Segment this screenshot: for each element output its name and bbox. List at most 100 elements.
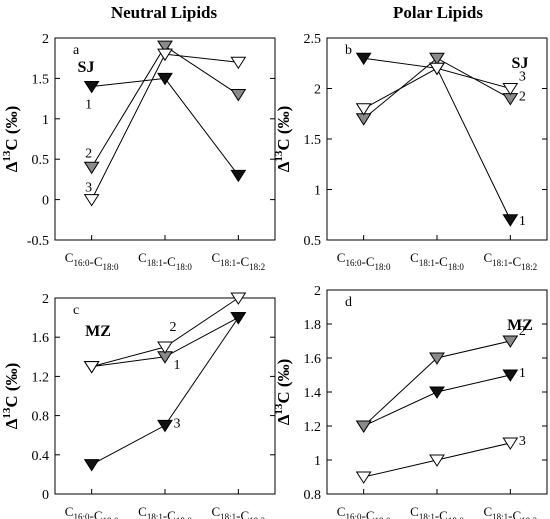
data-point	[230, 169, 247, 183]
data-point	[502, 437, 519, 450]
y-tick-label: 1.8	[304, 318, 322, 333]
y-tick-label: 1.5	[32, 72, 50, 87]
data-point	[230, 56, 247, 70]
data-point	[157, 40, 173, 54]
site-label: MZ	[507, 317, 533, 334]
data-point	[502, 214, 519, 227]
y-tick-label: 2.5	[304, 32, 322, 47]
y-tick-label: 0	[42, 194, 49, 209]
x-tick-label: C18:1-C18:0	[138, 250, 192, 272]
site-label: SJ	[512, 55, 529, 72]
x-tick-label: C18:1-C18:2	[211, 250, 265, 272]
panel-c: 0 0.4 0.8 1.2 1.6 2 C16:0-C18:0 C18:1-C18:0 C18:…	[1, 292, 276, 519]
y-tick-label: 0.8	[32, 410, 50, 425]
series-3: 3	[83, 312, 247, 472]
series-label: 3	[519, 434, 526, 449]
y-tick-label: 1	[314, 454, 321, 469]
y-tick-label: 1.2	[32, 370, 50, 385]
y-tick-label: 0.5	[304, 234, 322, 249]
series-3: 3	[355, 62, 526, 116]
series-1: 1	[355, 52, 526, 229]
data-point	[83, 361, 100, 374]
series-2: 2	[83, 40, 247, 175]
y-axis-label: Δ13C (‰)	[273, 359, 293, 426]
y-tick-label: 2	[314, 284, 321, 299]
data-point	[355, 471, 372, 484]
y-tick-label: 1	[42, 113, 49, 128]
data-point	[83, 459, 100, 472]
site-label: SJ	[78, 59, 95, 76]
y-tick-label: 0.8	[304, 488, 322, 503]
y-tick-label: 1.4	[304, 386, 322, 401]
data-point	[83, 161, 100, 175]
y-tick-label: 0.4	[32, 449, 50, 464]
series-label: 1	[85, 97, 92, 112]
y-tick-label: 2	[314, 83, 321, 98]
series-label: 3	[519, 70, 526, 85]
panel-letter: d	[345, 295, 352, 310]
series-label: 1	[519, 366, 526, 381]
data-point	[429, 454, 445, 467]
series-1: 1	[83, 72, 247, 183]
x-tick-label: C16:0-C18:0	[65, 250, 119, 272]
x-tick-label: C18:1-C18:0	[410, 504, 464, 519]
data-point	[230, 89, 247, 102]
y-tick-label: 2	[42, 32, 49, 47]
data-point	[502, 335, 519, 348]
panel-d: 0.8 1 1.2 1.4 1.6 1.8 2 C16:0-C18:0 C18:1-C18:0 C…	[273, 284, 548, 519]
series-label: 2	[170, 320, 177, 335]
y-tick-label: 1.6	[304, 352, 322, 367]
y-axis-label: Δ13C (‰)	[1, 106, 21, 173]
panel-letter: c	[73, 303, 79, 318]
y-tick-label: 0.5	[32, 153, 50, 168]
x-tick-label: C16:0-C18:0	[65, 504, 119, 519]
data-point	[83, 194, 100, 207]
data-point	[157, 48, 173, 62]
series-line	[91, 77, 239, 176]
y-tick-label: 1	[314, 184, 321, 199]
series-3: 3	[83, 48, 247, 207]
data-point	[429, 386, 445, 399]
y-tick-label: 1.6	[32, 331, 50, 346]
data-point	[83, 80, 100, 94]
data-point	[157, 72, 173, 86]
series-label: 2	[519, 324, 526, 339]
series-label: 2	[85, 146, 92, 161]
data-point	[355, 52, 372, 66]
x-tick-label: C18:1-C18:0	[410, 250, 464, 272]
panel-letter: a	[73, 43, 80, 58]
data-point	[355, 103, 372, 116]
data-point	[355, 420, 372, 433]
data-point	[429, 52, 445, 66]
y-axis-label: Δ13C (‰)	[1, 363, 21, 430]
series-line	[91, 317, 239, 466]
panel-a: -0.5 0 0.5 1 1.5 2 C16:0-C18:0 C18:1-C18:0 C18:1…	[1, 32, 276, 272]
site-label: MZ	[85, 323, 111, 340]
panel-letter: b	[345, 43, 352, 58]
x-tick-label: C16:0-C18:0	[337, 250, 391, 272]
y-tick-label: -0.5	[27, 234, 49, 249]
header-neutral-lipids: Neutral Lipids	[111, 3, 218, 22]
data-point	[157, 419, 173, 433]
y-tick-label: 1.2	[304, 420, 322, 435]
data-point	[502, 83, 519, 96]
panel-b: 0.5 1 1.5 2 2.5 C16:0-C18:0 C18:1-C18:0 C18:1-C…	[273, 32, 548, 272]
series-label: 1	[519, 214, 526, 229]
x-tick-label: C18:1-C18:2	[211, 504, 265, 519]
series-line	[363, 374, 511, 427]
data-point	[230, 312, 247, 325]
x-tick-label: C16:0-C18:0	[337, 504, 391, 519]
series-3: 3	[355, 434, 526, 484]
x-tick-label: C18:1-C18:2	[483, 250, 537, 272]
series-line	[91, 45, 239, 168]
data-point	[429, 62, 445, 76]
x-tick-label: C18:1-C18:2	[483, 504, 537, 519]
series-1: 1	[355, 366, 526, 433]
data-point	[230, 292, 247, 305]
y-tick-label: 2	[42, 292, 49, 307]
data-point	[502, 369, 519, 382]
series-label: 3	[174, 416, 181, 431]
data-point	[429, 352, 445, 365]
series-2: 2	[355, 324, 526, 433]
